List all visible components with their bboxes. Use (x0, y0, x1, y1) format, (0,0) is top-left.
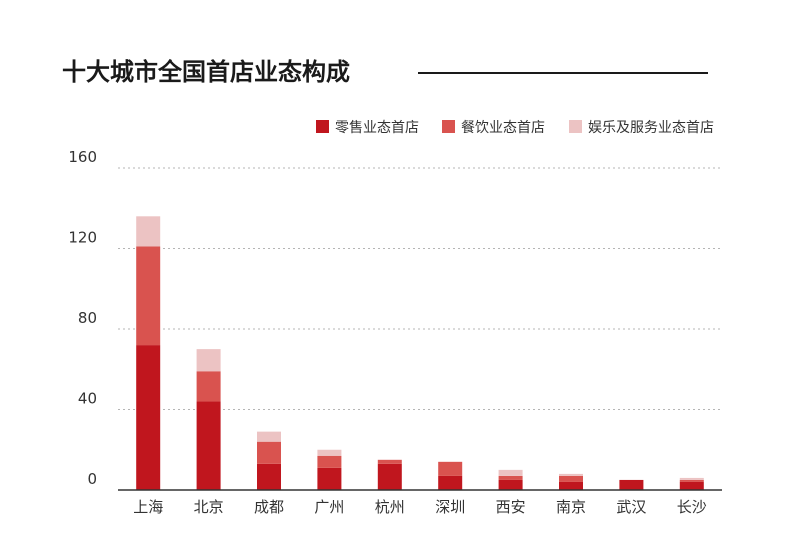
x-tick-label: 成都 (254, 498, 284, 516)
y-tick-label: 0 (87, 470, 97, 488)
x-tick-label: 北京 (194, 498, 224, 516)
bar-segment (498, 469, 523, 476)
legend-swatch (442, 120, 455, 133)
bar-segment (559, 481, 583, 490)
bar-segment (619, 479, 644, 490)
bar-segment (377, 459, 402, 464)
bar-segment (257, 441, 281, 464)
y-axis-ticks: 0 40 80 120 160 (68, 148, 97, 488)
x-tick-label: 上海 (133, 498, 163, 516)
x-tick-label: 深圳 (435, 498, 465, 516)
bar-segment (679, 477, 704, 480)
bar-segment (196, 401, 221, 490)
bar-segment (257, 463, 281, 490)
legend-label: 餐饮业态首店 (461, 120, 545, 136)
y-tick-label: 80 (78, 309, 97, 327)
bar-segment (196, 371, 221, 402)
bar-segment (438, 461, 463, 476)
bar-segment (317, 449, 342, 456)
bar-segment (196, 349, 221, 372)
legend-swatch (569, 120, 582, 133)
x-tick-label: 广州 (314, 498, 344, 516)
legend-label: 娱乐及服务业态首店 (588, 120, 714, 136)
bar-segment (136, 246, 161, 346)
bar-segment (377, 463, 402, 490)
x-tick-label: 长沙 (677, 498, 707, 516)
bar-segment (679, 479, 704, 482)
bar-segment (559, 475, 583, 482)
bar-segment (257, 431, 281, 442)
bar-segment (317, 467, 342, 490)
x-tick-label: 南京 (556, 498, 586, 516)
y-tick-label: 120 (68, 229, 97, 247)
legend-label: 零售业态首店 (335, 120, 419, 136)
legend: 零售业态首店 餐饮业态首店 娱乐及服务业态首店 (316, 120, 714, 136)
bar-segment (136, 216, 161, 247)
bar-segment (438, 475, 463, 490)
chart-title: 十大城市全国首店业态构成 (62, 58, 350, 86)
bar-segment (559, 473, 583, 476)
bar-segment (317, 455, 342, 468)
x-axis-labels: 上海 北京 成都 广州 杭州 深圳 西安 南京 武汉 长沙 (133, 498, 707, 516)
x-tick-label: 武汉 (616, 498, 646, 516)
y-tick-label: 160 (68, 148, 97, 166)
bars (136, 216, 704, 490)
legend-swatch (316, 120, 329, 133)
bar-segment (498, 479, 523, 490)
bar-segment (136, 345, 161, 490)
x-tick-label: 西安 (496, 498, 526, 516)
x-tick-label: 杭州 (375, 498, 405, 516)
bar-segment (679, 481, 704, 490)
y-tick-label: 40 (78, 390, 97, 408)
bar-segment (498, 475, 523, 480)
